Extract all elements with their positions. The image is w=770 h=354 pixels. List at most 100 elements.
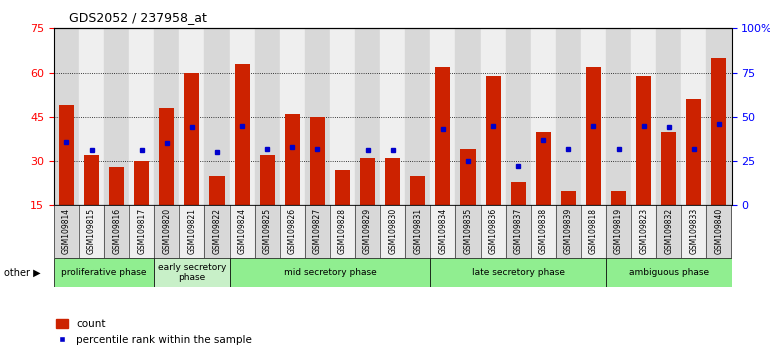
Text: GSM109827: GSM109827 <box>313 208 322 254</box>
Text: GSM109821: GSM109821 <box>187 208 196 254</box>
Bar <box>435 67 450 205</box>
Bar <box>556 205 581 258</box>
Text: late secretory phase: late secretory phase <box>472 268 564 277</box>
Text: GSM109838: GSM109838 <box>539 208 547 254</box>
Bar <box>134 161 149 205</box>
Bar <box>611 190 626 205</box>
Text: mid secretory phase: mid secretory phase <box>283 268 377 277</box>
Bar <box>84 155 99 205</box>
Bar <box>410 176 425 205</box>
Bar <box>229 28 255 205</box>
Bar <box>360 158 375 205</box>
Text: GSM109820: GSM109820 <box>162 208 172 254</box>
Bar <box>154 205 179 258</box>
Bar <box>179 205 205 258</box>
Text: GSM109834: GSM109834 <box>438 208 447 254</box>
Text: ambiguous phase: ambiguous phase <box>628 268 709 277</box>
Bar <box>79 205 104 258</box>
Bar <box>229 258 430 287</box>
Bar <box>531 205 556 258</box>
Text: proliferative phase: proliferative phase <box>62 268 147 277</box>
Bar <box>405 28 430 205</box>
Bar <box>205 205 229 258</box>
Bar <box>556 28 581 205</box>
Bar <box>656 28 681 205</box>
Bar <box>285 114 300 205</box>
Bar <box>235 64 249 205</box>
Text: GSM109831: GSM109831 <box>413 208 422 254</box>
Bar <box>480 28 506 205</box>
Bar <box>581 28 606 205</box>
Bar <box>305 205 330 258</box>
Bar <box>259 155 275 205</box>
Text: GSM109815: GSM109815 <box>87 208 96 254</box>
Bar <box>561 190 576 205</box>
Text: GSM109826: GSM109826 <box>288 208 296 254</box>
Text: GSM109836: GSM109836 <box>489 208 497 254</box>
Bar <box>455 28 480 205</box>
Text: other ▶: other ▶ <box>4 268 41 278</box>
Bar <box>480 205 506 258</box>
Bar <box>531 28 556 205</box>
Text: GSM109829: GSM109829 <box>363 208 372 254</box>
Bar <box>711 58 726 205</box>
Bar <box>179 28 205 205</box>
Bar <box>511 182 526 205</box>
Bar <box>229 205 255 258</box>
Bar <box>355 205 380 258</box>
Bar <box>536 132 551 205</box>
Text: GSM109825: GSM109825 <box>263 208 272 254</box>
Bar <box>109 167 124 205</box>
Bar <box>205 28 229 205</box>
Bar <box>430 28 455 205</box>
Bar <box>54 28 79 205</box>
Bar <box>631 28 656 205</box>
Bar <box>184 73 199 205</box>
Text: GSM109840: GSM109840 <box>715 208 724 254</box>
Text: early secretory
phase: early secretory phase <box>158 263 226 282</box>
Text: GSM109839: GSM109839 <box>564 208 573 254</box>
Bar <box>280 28 305 205</box>
Bar <box>706 205 732 258</box>
Bar <box>255 205 280 258</box>
Bar <box>430 205 455 258</box>
Text: GSM109837: GSM109837 <box>514 208 523 254</box>
Bar <box>606 258 732 287</box>
Bar <box>506 28 531 205</box>
Bar <box>54 258 154 287</box>
Bar <box>606 28 631 205</box>
Bar <box>606 205 631 258</box>
Bar <box>686 99 701 205</box>
Bar <box>330 205 355 258</box>
Bar <box>335 170 350 205</box>
Text: GSM109817: GSM109817 <box>137 208 146 254</box>
Bar <box>154 258 229 287</box>
Bar <box>104 28 129 205</box>
Bar <box>460 149 476 205</box>
Bar <box>506 205 531 258</box>
Bar <box>209 176 225 205</box>
Bar <box>455 205 480 258</box>
Legend: count, percentile rank within the sample: count, percentile rank within the sample <box>52 315 256 349</box>
Bar <box>280 205 305 258</box>
Bar <box>586 67 601 205</box>
Bar <box>154 28 179 205</box>
Bar <box>385 158 400 205</box>
Bar <box>636 75 651 205</box>
Bar <box>255 28 280 205</box>
Bar <box>129 205 154 258</box>
Text: GSM109823: GSM109823 <box>639 208 648 254</box>
Bar <box>581 205 606 258</box>
Bar <box>305 28 330 205</box>
Bar <box>656 205 681 258</box>
Bar <box>380 205 405 258</box>
Bar <box>330 28 355 205</box>
Bar <box>310 117 325 205</box>
Bar <box>59 105 74 205</box>
Bar <box>79 28 104 205</box>
Text: GSM109828: GSM109828 <box>338 208 347 254</box>
Bar <box>486 75 500 205</box>
Bar <box>681 28 706 205</box>
Text: GSM109818: GSM109818 <box>589 208 598 254</box>
Text: GSM109822: GSM109822 <box>213 208 222 254</box>
